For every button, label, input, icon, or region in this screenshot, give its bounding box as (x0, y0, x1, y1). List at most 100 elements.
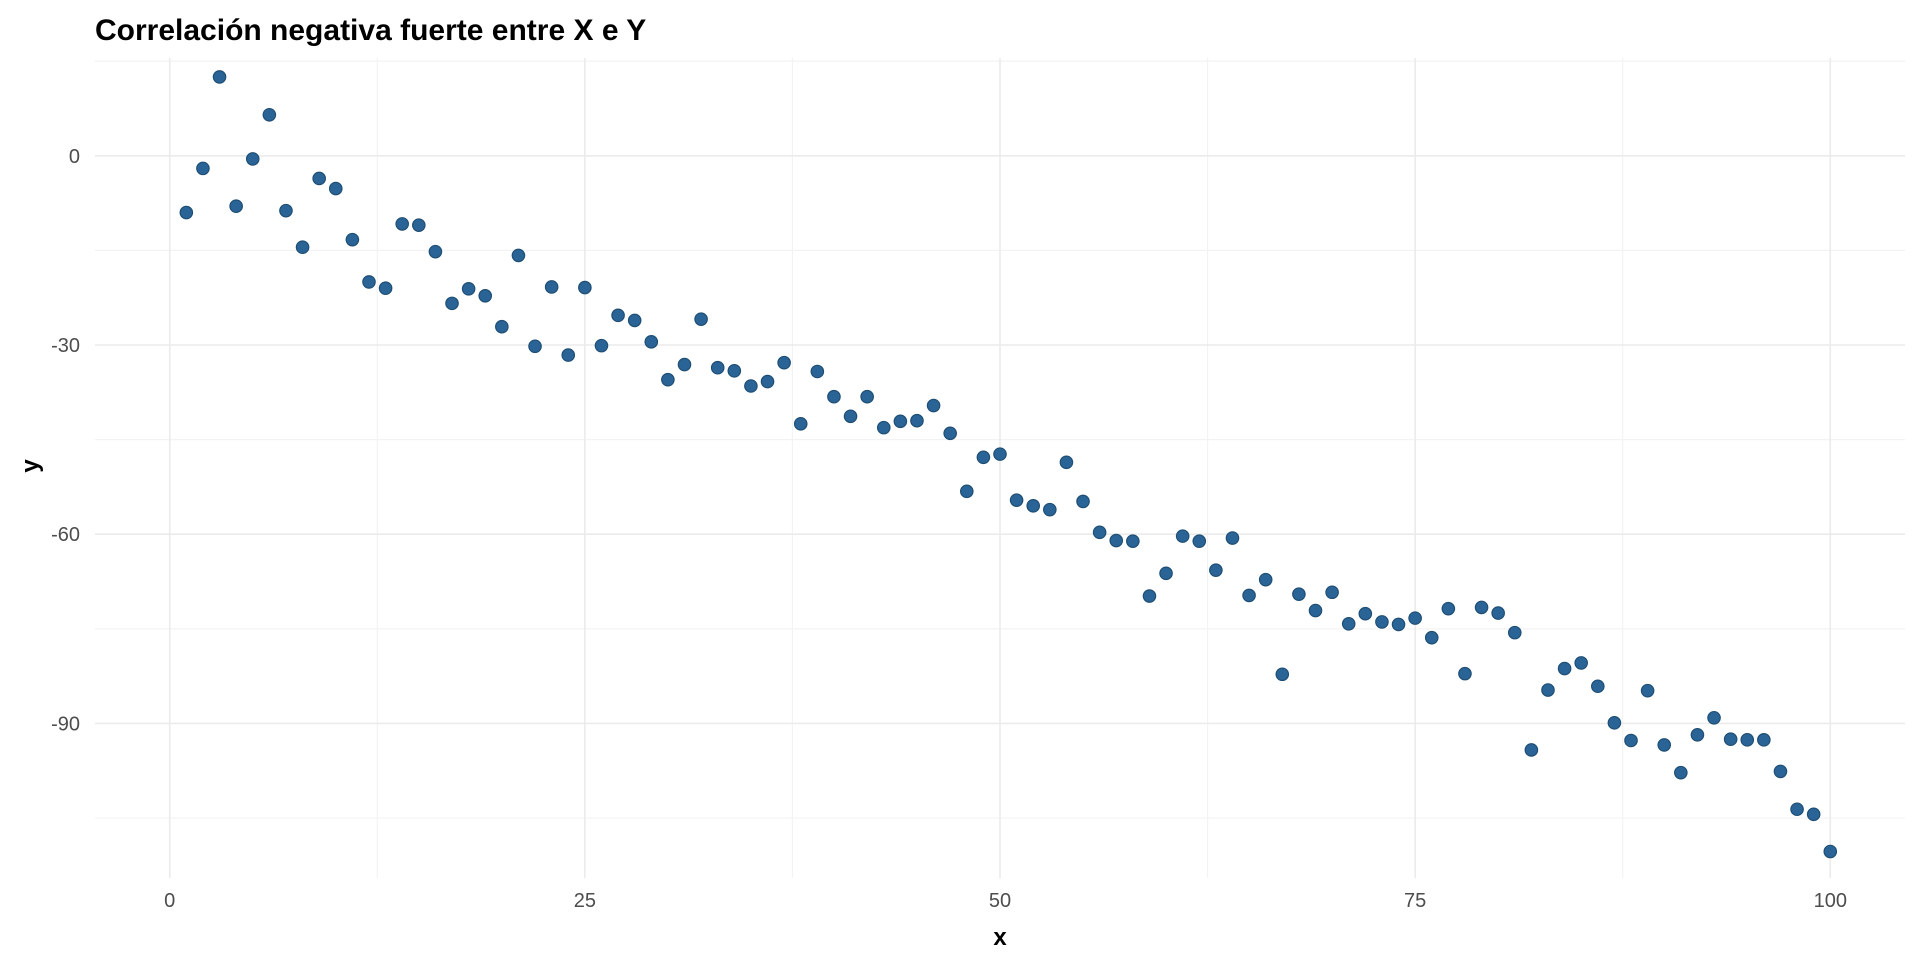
data-point (1341, 616, 1356, 631)
x-tick-label: 50 (989, 890, 1011, 912)
x-tick-label: 0 (164, 890, 175, 912)
data-point (1773, 764, 1788, 779)
data-point (1707, 710, 1721, 725)
data-point (594, 338, 609, 353)
data-point (710, 360, 725, 375)
data-point (793, 417, 808, 431)
data-point (1009, 493, 1024, 507)
data-point (1458, 666, 1472, 681)
data-point (876, 420, 891, 435)
data-point (1225, 531, 1240, 545)
data-points (179, 70, 1838, 859)
data-point (1258, 572, 1273, 587)
data-point (196, 161, 210, 176)
data-point (528, 339, 542, 354)
data-point (1507, 625, 1522, 640)
data-point (1242, 588, 1256, 603)
data-point (1757, 733, 1771, 747)
x-axis-ticks: 0 25 50 75 100 (164, 890, 1847, 912)
data-point (1574, 656, 1588, 670)
data-point (1209, 563, 1223, 577)
data-point (229, 199, 243, 214)
chart-title: Correlación negativa fuerte entre X e Y (95, 14, 646, 47)
data-point (378, 281, 393, 296)
data-point (1491, 606, 1505, 620)
data-point (1690, 728, 1705, 742)
data-point (694, 312, 708, 326)
data-point (279, 203, 293, 218)
data-point (1624, 733, 1638, 748)
data-point (993, 447, 1007, 461)
data-point (561, 348, 576, 362)
data-point (478, 288, 493, 303)
data-point (511, 248, 526, 263)
data-point (910, 413, 924, 428)
data-point (212, 70, 227, 84)
data-point (860, 389, 874, 404)
data-point (345, 232, 360, 247)
data-point (1109, 533, 1124, 548)
data-point (1292, 587, 1306, 601)
data-point (810, 364, 825, 379)
data-point (1806, 807, 1821, 822)
data-point (1142, 589, 1157, 603)
data-point (744, 379, 758, 393)
data-point (777, 355, 791, 370)
data-point (1375, 615, 1389, 629)
data-point (245, 152, 260, 166)
data-point (976, 450, 991, 465)
data-point (1175, 529, 1190, 543)
data-point (412, 218, 426, 232)
data-point (1790, 802, 1804, 817)
data-point (1126, 534, 1140, 548)
data-point (1026, 499, 1041, 513)
data-point (943, 426, 957, 441)
data-point (1640, 683, 1655, 698)
data-point (1408, 611, 1422, 625)
data-point (1358, 606, 1373, 621)
data-point (1674, 765, 1688, 780)
data-point (495, 319, 509, 334)
data-point (1740, 733, 1755, 747)
data-point (461, 282, 476, 296)
data-point (262, 107, 277, 122)
data-point (312, 171, 326, 186)
data-point (926, 398, 941, 413)
data-point (1059, 455, 1074, 470)
y-tick-label: -60 (51, 524, 80, 546)
data-point (1557, 661, 1572, 676)
data-point (1541, 683, 1555, 697)
data-point (1424, 630, 1439, 645)
data-point (179, 205, 194, 220)
data-point (362, 275, 376, 289)
data-point (1590, 679, 1605, 694)
y-tick-label: -30 (51, 335, 80, 357)
data-point (1474, 600, 1489, 615)
data-point (1441, 601, 1456, 616)
data-point (661, 372, 675, 387)
data-point (677, 357, 692, 372)
data-point (1192, 534, 1207, 548)
x-tick-label: 25 (574, 890, 596, 912)
data-point (1391, 617, 1406, 632)
data-point (1043, 502, 1057, 517)
data-point (1524, 743, 1539, 757)
data-point (428, 244, 443, 259)
y-tick-label: 0 (69, 146, 80, 168)
data-point (1325, 585, 1339, 600)
data-point (727, 364, 742, 378)
data-point (843, 409, 858, 424)
data-point (1308, 603, 1323, 618)
data-point (959, 484, 974, 499)
y-axis-ticks: 0 -30 -60 -90 (51, 146, 80, 736)
data-point (893, 414, 908, 429)
x-tick-label: 100 (1814, 890, 1847, 912)
data-point (1092, 525, 1107, 540)
data-point (1823, 844, 1838, 859)
data-point (578, 280, 592, 295)
data-point (295, 240, 310, 255)
data-point (760, 374, 775, 389)
data-point (644, 335, 659, 349)
data-point (1076, 494, 1090, 509)
